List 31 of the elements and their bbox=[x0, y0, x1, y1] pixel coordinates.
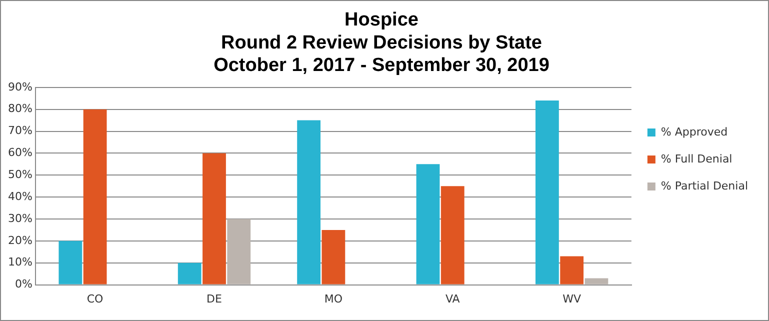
bar bbox=[227, 219, 251, 284]
bar bbox=[58, 240, 82, 284]
bar bbox=[202, 153, 226, 284]
chart-title: Hospice Round 2 Review Decisions by State October 1, 2017 - September 30, 2019 bbox=[214, 10, 550, 76]
y-tick-label: 30% bbox=[8, 212, 32, 225]
y-tick-label: 20% bbox=[8, 234, 32, 247]
legend-label: % Partial Denial bbox=[660, 179, 748, 192]
y-tick-label: 0% bbox=[14, 278, 32, 291]
y-tick-label: 70% bbox=[8, 124, 32, 138]
legend-label: % Full Denial bbox=[660, 152, 732, 166]
x-tick-label: CO bbox=[86, 292, 104, 306]
bar bbox=[535, 100, 559, 284]
bar bbox=[416, 164, 440, 284]
bar bbox=[560, 256, 584, 284]
x-tick-label: VA bbox=[445, 292, 460, 306]
bar bbox=[322, 230, 346, 284]
legend-label: % Approved bbox=[660, 125, 728, 138]
x-tick-label: WV bbox=[562, 292, 582, 306]
y-tick-label: 10% bbox=[8, 256, 32, 269]
x-tick-label: DE bbox=[206, 292, 222, 306]
bar bbox=[178, 262, 202, 284]
bar bbox=[584, 278, 608, 284]
y-tick-label: 80% bbox=[8, 102, 32, 116]
y-tick-label: 90% bbox=[8, 80, 32, 94]
bar bbox=[297, 120, 321, 284]
x-tick-label: MO bbox=[324, 292, 343, 306]
y-tick-label: 60% bbox=[8, 146, 32, 160]
bar bbox=[440, 186, 464, 284]
y-tick-label: 50% bbox=[8, 168, 32, 181]
y-tick-label: 40% bbox=[8, 190, 32, 203]
bar bbox=[83, 109, 107, 284]
